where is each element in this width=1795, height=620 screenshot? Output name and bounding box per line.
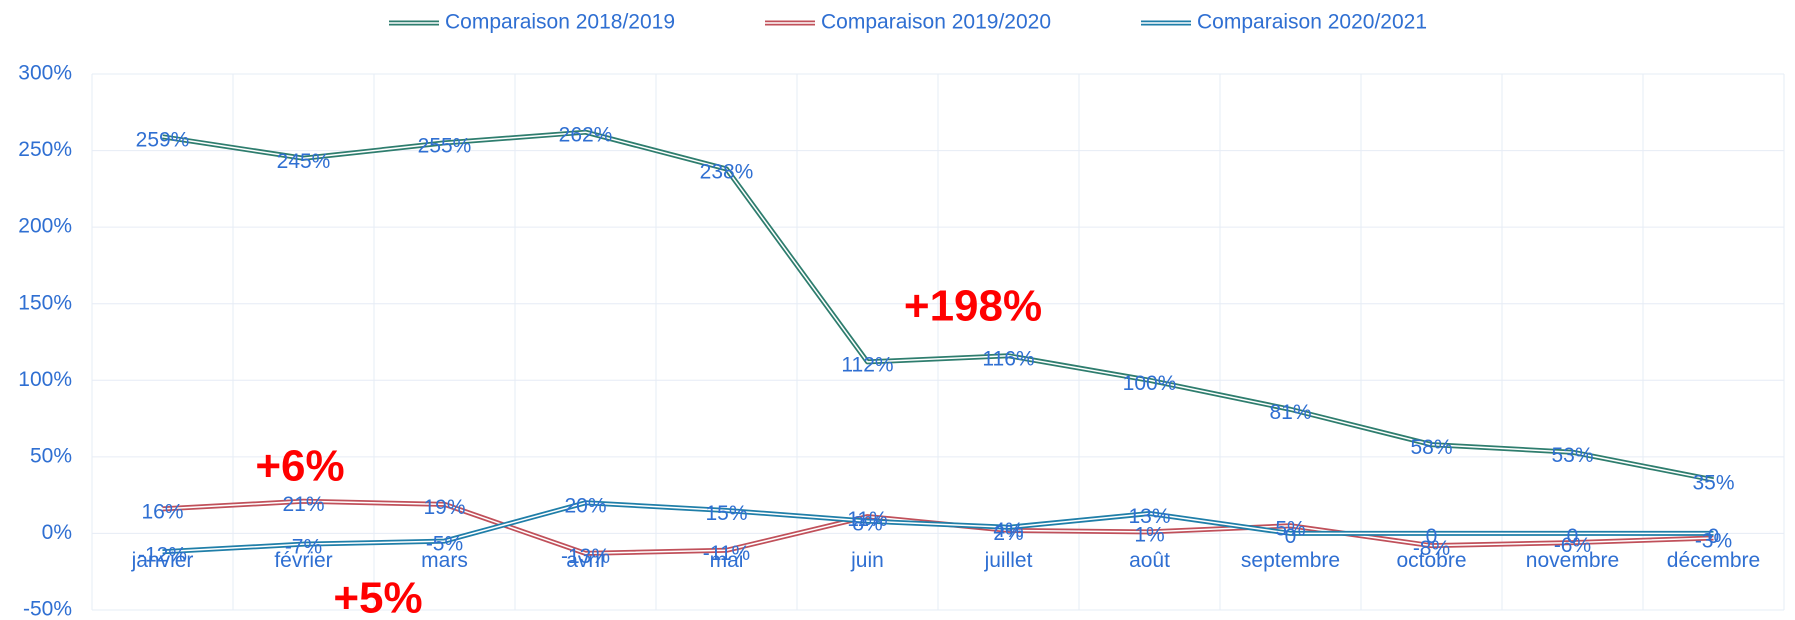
annotation: +5% [333, 574, 422, 620]
legend-label: Comparaison 2020/2021 [1197, 11, 1427, 34]
data-label: 15% [705, 502, 747, 525]
x-tick-label: février [274, 549, 332, 572]
data-label: 259% [136, 128, 190, 151]
annotation: +6% [255, 442, 344, 491]
legend-label: Comparaison 2018/2019 [445, 11, 675, 34]
data-label: 116% [982, 347, 1034, 370]
data-label: 16% [141, 500, 183, 523]
data-label: -6% [1554, 534, 1591, 557]
data-label: -3% [1695, 530, 1732, 553]
y-tick-label: 150% [18, 291, 72, 314]
data-label: 2% [993, 522, 1023, 545]
grid [91, 73, 1785, 611]
x-tick-label: juin [850, 549, 884, 572]
x-tick-label: octobre [1396, 549, 1466, 572]
data-label: -5% [426, 533, 463, 556]
data-label: 21% [282, 493, 324, 516]
x-tick-label: mars [421, 549, 468, 572]
data-label: 245% [277, 150, 331, 173]
data-label: -11% [703, 542, 750, 565]
data-label: -12% [138, 543, 187, 566]
data-label: 13% [1128, 505, 1170, 528]
data-label: 0 [1426, 525, 1438, 548]
data-label: 100% [1123, 372, 1177, 395]
x-tick-label: décembre [1667, 549, 1760, 572]
data-label: 1% [1134, 523, 1164, 546]
x-tick-label: mai [710, 549, 744, 572]
data-label: 81% [1269, 401, 1311, 424]
data-label: -13% [561, 545, 610, 568]
labels: -50% 0% 50% 100% 150% 200% 250% 300% janvier févr… [18, 11, 1760, 620]
x-tick-label: août [1129, 549, 1170, 572]
y-tick-label: 0% [42, 521, 72, 544]
series-line-inner [162, 131, 1714, 481]
x-tick-label: avril [566, 549, 605, 572]
y-tick-label: 250% [18, 138, 72, 161]
data-label: 19% [423, 496, 465, 519]
data-label: 4% [993, 519, 1023, 542]
series-line-inner [162, 502, 1714, 553]
data-label: 238% [700, 160, 754, 183]
y-tick-label: 200% [18, 215, 72, 238]
data-label: 112% [841, 353, 893, 376]
data-label: 53% [1551, 444, 1593, 467]
legend-label: Comparaison 2019/2020 [821, 11, 1051, 34]
data-label: 262% [559, 124, 613, 147]
x-tick-label: juillet [984, 549, 1033, 572]
lines [162, 129, 1714, 556]
data-label: 5% [1275, 517, 1305, 540]
x-tick-label: novembre [1526, 549, 1619, 572]
data-label: 0 [1567, 525, 1579, 548]
data-label: -8% [1413, 537, 1450, 560]
data-label: 0 [1708, 525, 1720, 548]
x-tick-label: septembre [1241, 549, 1340, 572]
y-tick-label: 50% [30, 444, 72, 467]
x-tick-label: janvier [131, 549, 194, 572]
annotation: +198% [904, 282, 1042, 331]
data-label: 8% [852, 513, 882, 536]
data-label: 0 [1285, 525, 1297, 548]
data-label: 255% [418, 134, 472, 157]
data-label: -7% [285, 536, 322, 559]
y-tick-label: 100% [18, 368, 72, 391]
data-label: 20% [564, 494, 606, 517]
data-label: 35% [1692, 471, 1734, 494]
data-label: 58% [1410, 436, 1452, 459]
y-tick-label: 300% [18, 62, 72, 85]
y-tick-label: -50% [23, 598, 72, 620]
data-label: 11% [847, 508, 887, 531]
